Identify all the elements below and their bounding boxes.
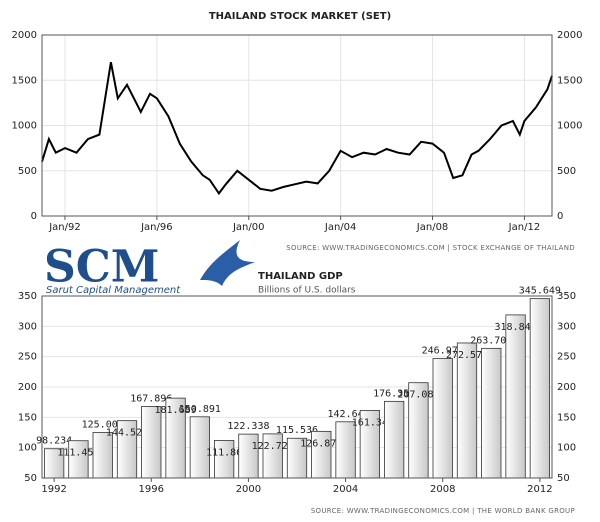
line [41,62,553,196]
x-tick-label: Jan/12 [508,222,541,233]
value-label: 126.877 [300,438,342,449]
value-label: 122.338 [227,421,269,432]
y-tick-label: 2000 [557,30,582,41]
value-label: 125.009 [82,419,124,430]
x-tick-label: Jan/92 [48,222,81,233]
y-tick-label: 150 [557,412,576,423]
x-tick-label: 1992 [41,484,66,495]
value-label: 150.891 [179,404,221,415]
bar [481,347,502,479]
value-label: 318.846 [494,322,536,333]
value-label: 144.527 [106,428,148,439]
y-tick-label: 500 [18,166,37,177]
logo: SCM Sarut Capital Management [44,240,255,296]
y-tick-label: 2000 [12,30,37,41]
y-tick-label: 1000 [557,121,582,132]
value-label: 161.34 [352,417,388,428]
y-tick-label: 500 [557,166,576,177]
x-tick-label: Jan/08 [416,222,449,233]
chart-title: THAILAND STOCK MARKET (SET) [209,11,391,22]
y-tick-label: 50 [24,473,37,484]
x-tick-label: 2008 [430,484,455,495]
x-tick-label: Jan/00 [232,222,265,233]
y-tick-label: 200 [557,382,576,393]
value-label: 111.453 [57,448,99,459]
y-tick-label: 150 [18,412,37,423]
chart-subtitle: Billions of U.S. dollars [258,286,356,296]
value-label: 272.577 [446,350,488,361]
bar [505,314,526,479]
logo-bird [200,240,255,286]
plot-frame [41,34,553,217]
x-tick-label: Jan/04 [324,222,357,233]
bar [68,440,89,479]
y-tick-label: 1500 [557,75,582,86]
y-tick-label: 50 [557,473,570,484]
value-label: 263.709 [470,335,512,346]
y-tick-label: 300 [18,321,37,332]
x-tick-label: 2012 [527,484,552,495]
y-tick-label: 200 [18,382,37,393]
value-label: 207.088 [397,390,439,401]
bar [384,400,405,479]
y-tick-label: 0 [557,211,563,222]
value-label: 167.896 [130,393,172,404]
y-tick-label: 250 [557,352,576,363]
value-label: 111.86 [206,447,242,458]
y-tick-label: 250 [18,352,37,363]
x-tick-label: 2000 [236,484,261,495]
x-tick-label: Jan/96 [140,222,173,233]
value-label: 115.536 [276,425,318,436]
y-tick-label: 100 [557,443,576,454]
logo-name: SCM [44,242,160,293]
bar [529,298,550,479]
bar [335,421,356,479]
value-label: 176.352 [373,388,415,399]
bar [432,358,453,479]
y-tick-label: 100 [18,443,37,454]
y-tick-label: 1000 [12,121,37,132]
y-tick-label: 300 [557,321,576,332]
bar [456,342,478,479]
bar [141,406,162,479]
y-tick-label: 350 [18,291,37,302]
value-label: 122.725 [252,441,294,452]
value-label: 345.649 [519,286,561,297]
source: SOURCE: WWW.TRADINGECONOMICS.COM | THE W… [311,507,575,515]
y-tick-label: 1500 [12,75,37,86]
y-tick-label: 350 [557,291,576,302]
value-label: 98.234 [36,436,72,447]
y-tick-label: 0 [31,211,37,222]
x-tick-label: 2004 [333,484,358,495]
logo-tagline: Sarut Capital Management [46,285,181,296]
source: SOURCE: WWW.TRADINGECONOMICS.COM | STOCK… [286,244,575,252]
x-tick-label: 1996 [139,484,164,495]
value-label: 142.64 [328,409,364,420]
plot-frame [41,295,553,479]
bar [92,432,113,479]
value-label: 246.977 [422,346,464,357]
chart-title: THAILAND GDP [258,271,343,282]
value-label: 181.689 [154,405,196,416]
bar [214,440,235,479]
